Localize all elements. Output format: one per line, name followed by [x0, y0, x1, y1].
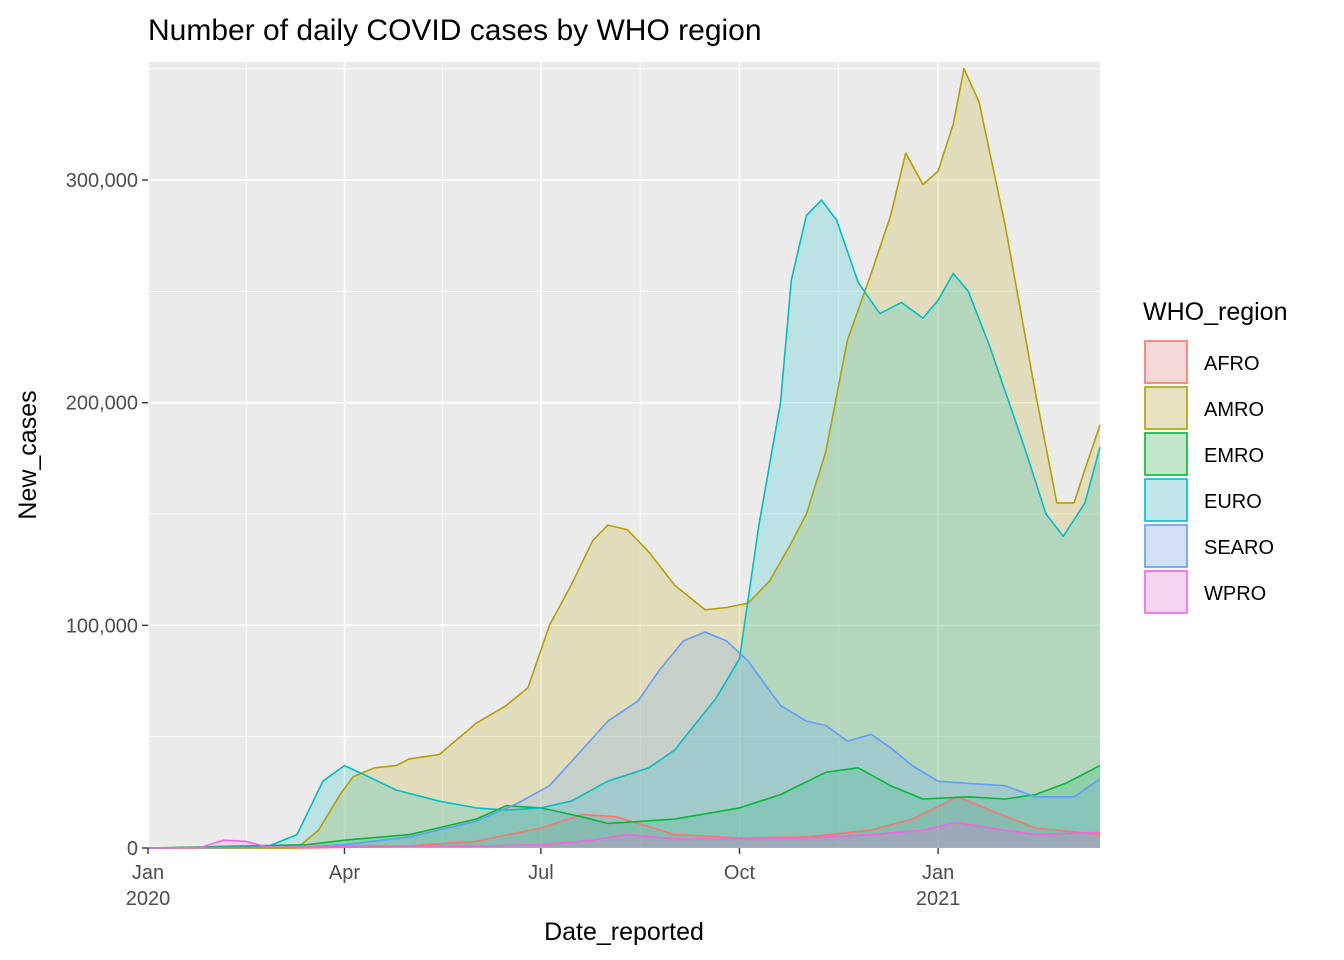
line-wpro	[147, 821, 1101, 849]
legend-key-wpro	[1144, 570, 1188, 614]
y-axis: 0 100,000 200,000 300,000	[66, 170, 148, 860]
x-tick-label: Oct	[724, 862, 756, 884]
x-axis-title: Date_reported	[544, 918, 704, 946]
area-searo	[148, 632, 1100, 848]
legend-key-bg	[1144, 570, 1188, 614]
line-emro	[147, 764, 1101, 849]
legend-key-afro	[1144, 340, 1188, 384]
x-tick-label: Jan	[132, 862, 164, 884]
x-tick-label: Apr	[329, 862, 360, 884]
legend-key-amro	[1144, 386, 1188, 430]
x-tick-label: Jan	[922, 862, 954, 884]
line-searo	[147, 631, 1101, 849]
area-emro	[148, 765, 1100, 848]
legend-label-afro: AFRO	[1204, 353, 1260, 375]
grid-minor	[148, 62, 1100, 848]
y-tick-label: 100,000	[66, 615, 138, 637]
y-axis-title: New_cases	[14, 390, 42, 519]
legend-label-amro: AMRO	[1204, 399, 1264, 421]
legend-label-euro: EURO	[1204, 491, 1262, 513]
area-euro	[148, 200, 1100, 849]
chart-title: Number of daily COVID cases by WHO regio…	[148, 14, 762, 47]
legend-key-emro	[1144, 432, 1188, 476]
x-tick-label: Jul	[528, 862, 554, 884]
line-layer	[147, 67, 1101, 849]
x-tick-sublabel: 2020	[126, 888, 171, 910]
legend-key-bg	[1144, 478, 1188, 522]
legend-key-bg	[1144, 386, 1188, 430]
line-amro	[148, 67, 1101, 849]
legend-label-searo: SEARO	[1204, 537, 1274, 559]
y-tick-label: 0	[127, 838, 138, 860]
y-tick-label: 300,000	[66, 170, 138, 192]
area-amro	[148, 68, 1100, 848]
y-tick-label: 200,000	[66, 393, 138, 415]
legend-title: WHO_region	[1143, 298, 1288, 326]
legend-key-bg	[1144, 340, 1188, 384]
legend-key-bg	[1144, 524, 1188, 568]
x-axis: Jan 2020 Apr Jul Oct Jan 2021	[126, 848, 961, 910]
legend-label-wpro: WPRO	[1204, 583, 1266, 605]
legend-key-bg	[1144, 432, 1188, 476]
line-euro	[147, 199, 1101, 849]
x-tick-sublabel: 2021	[916, 888, 961, 910]
legend-label-emro: EMRO	[1204, 445, 1264, 467]
legend-key-searo	[1144, 524, 1188, 568]
plot-panel	[148, 62, 1100, 848]
legend-key-euro	[1144, 478, 1188, 522]
legend: WHO_region AFRO AMRO EMRO EURO SEARO WPRO	[1143, 298, 1288, 614]
